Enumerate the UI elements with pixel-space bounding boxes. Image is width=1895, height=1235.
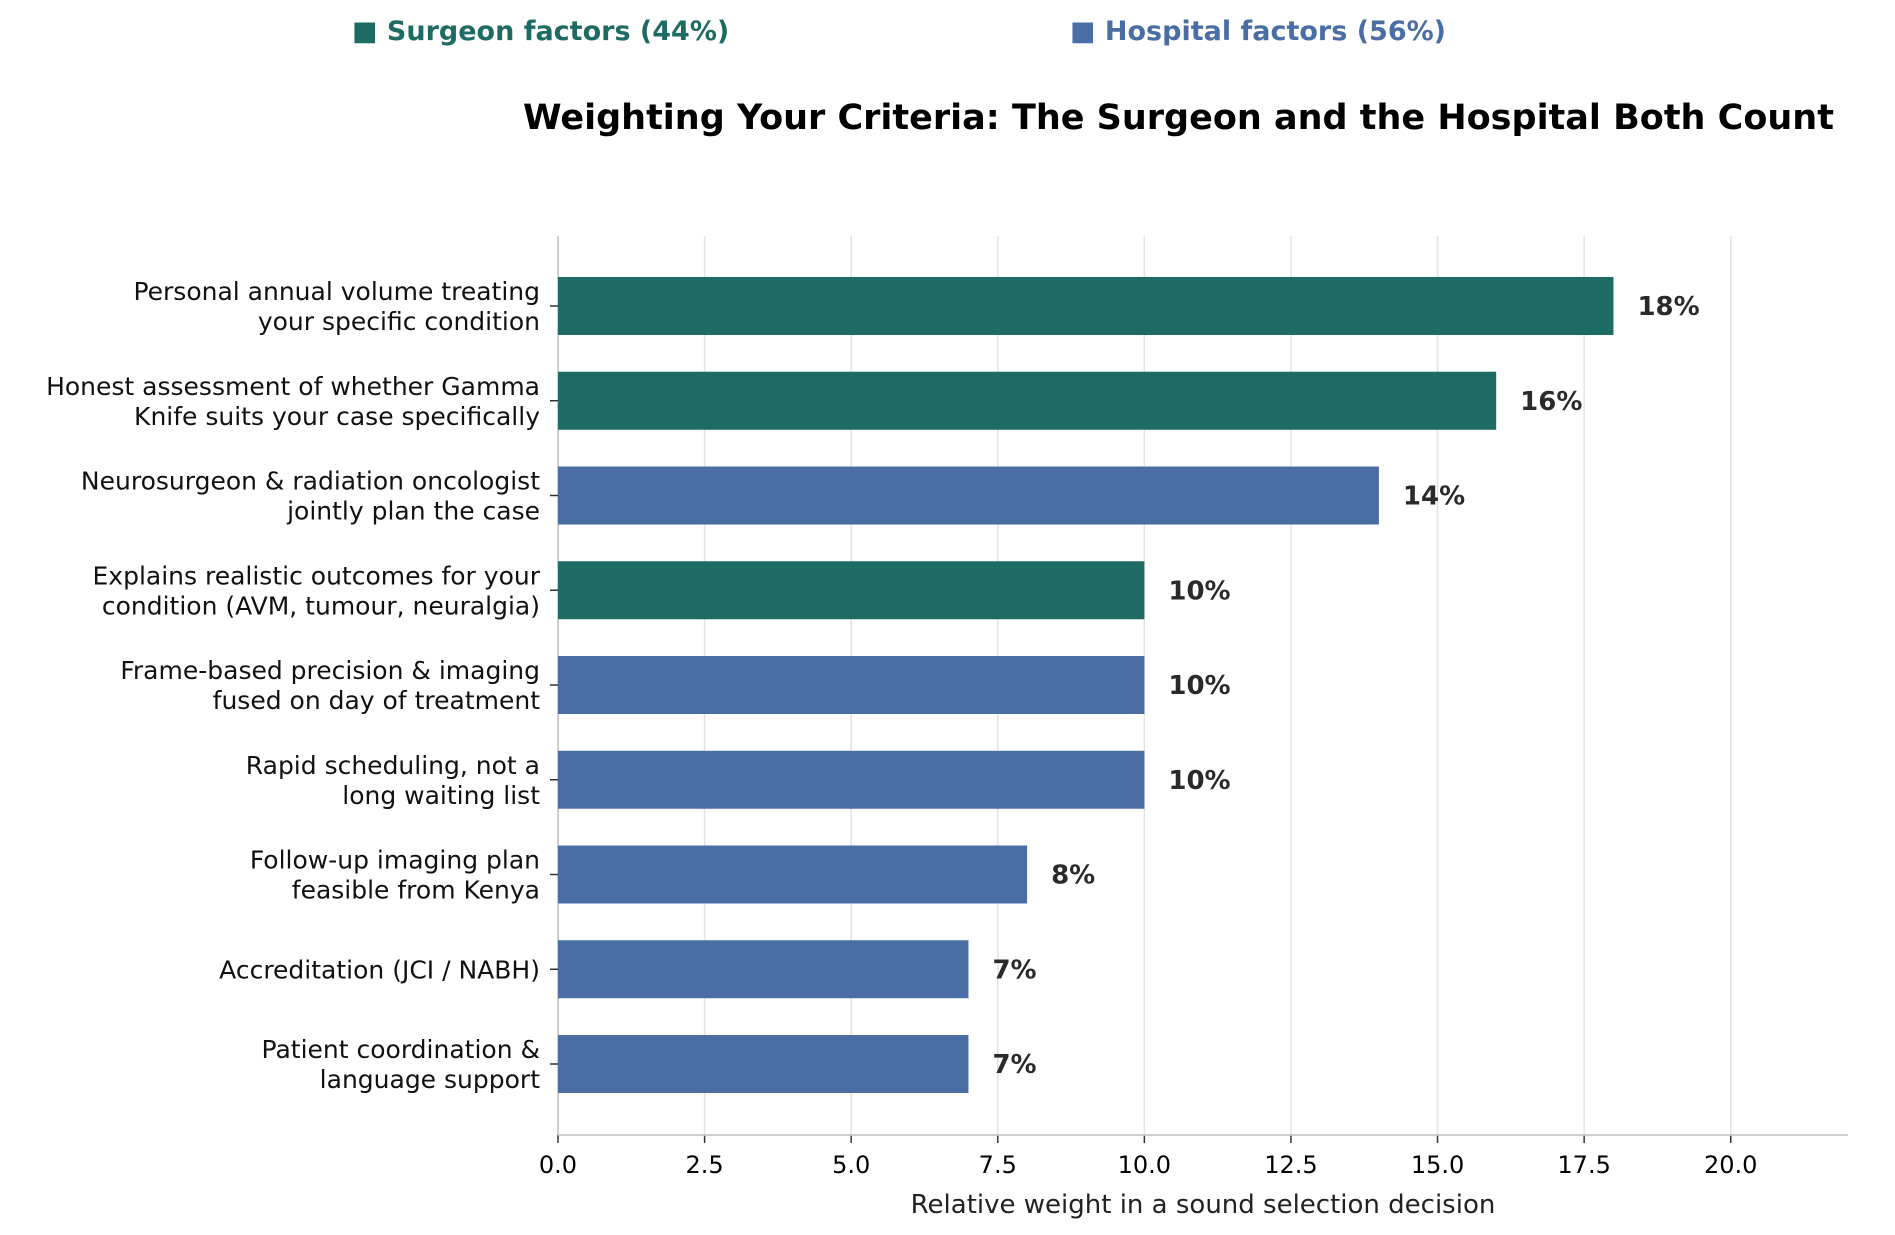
bar (558, 750, 1145, 809)
x-tick-label: 2.5 (686, 1151, 724, 1179)
y-tick-label: condition (AVM, tumour, neuralgia) (102, 591, 540, 620)
y-tick-label: Follow-up imaging plan (250, 846, 540, 875)
y-tick-label: feasible from Kenya (292, 876, 540, 905)
bar (558, 466, 1379, 525)
x-tick-label: 15.0 (1411, 1151, 1464, 1179)
bar (558, 561, 1145, 620)
data-label: 7% (992, 1050, 1036, 1080)
x-tick-label: 0.0 (539, 1151, 577, 1179)
data-label: 10% (1168, 576, 1230, 606)
y-tick-label: long waiting list (342, 781, 540, 810)
data-label: 10% (1168, 671, 1230, 701)
x-axis-label: Relative weight in a sound selection dec… (911, 1190, 1496, 1220)
legend-hospital: ■ Hospital factors (56%) (1070, 16, 1447, 47)
legend-surgeon: ■ Surgeon factors (44%) (352, 16, 730, 47)
data-label: 18% (1637, 292, 1699, 322)
chart-title: Weighting Your Criteria: The Surgeon and… (523, 98, 1834, 138)
y-tick-label: Knife suits your case specifically (134, 402, 540, 431)
x-tick-label: 20.0 (1704, 1151, 1757, 1179)
y-tick-label: Honest assessment of whether Gamma (46, 372, 540, 401)
y-tick-label: language support (320, 1065, 541, 1094)
y-tick-label: jointly plan the case (286, 497, 540, 526)
x-tick-label: 10.0 (1118, 1151, 1171, 1179)
y-tick-label: Rapid scheduling, not a (246, 751, 540, 780)
data-label: 8% (1051, 861, 1095, 891)
y-tick-label: Frame-based precision & imaging (120, 656, 540, 685)
y-tick-label: Explains realistic outcomes for your (93, 561, 541, 590)
bar (558, 845, 1028, 904)
bar (558, 371, 1497, 430)
data-label: 16% (1520, 387, 1582, 417)
x-tick-label: 5.0 (832, 1151, 870, 1179)
x-tick-label: 7.5 (979, 1151, 1017, 1179)
bar (558, 277, 1614, 335)
data-label: 14% (1403, 482, 1465, 512)
y-tick-label: Personal annual volume treating (133, 277, 540, 306)
y-tick-label: your specific condition (258, 307, 540, 336)
data-label: 7% (992, 955, 1036, 985)
x-tick-label: 17.5 (1557, 1151, 1610, 1179)
bar (558, 940, 969, 999)
bar (558, 656, 1145, 714)
y-tick-label: Accreditation (JCI / NABH) (219, 955, 540, 984)
bar (558, 1035, 969, 1093)
x-tick-label: 12.5 (1264, 1151, 1317, 1179)
data-label: 10% (1168, 766, 1230, 796)
y-tick-label: fused on day of treatment (213, 686, 541, 715)
y-tick-label: Neurosurgeon & radiation oncologist (81, 467, 540, 496)
y-tick-label: Patient coordination & (262, 1035, 540, 1064)
